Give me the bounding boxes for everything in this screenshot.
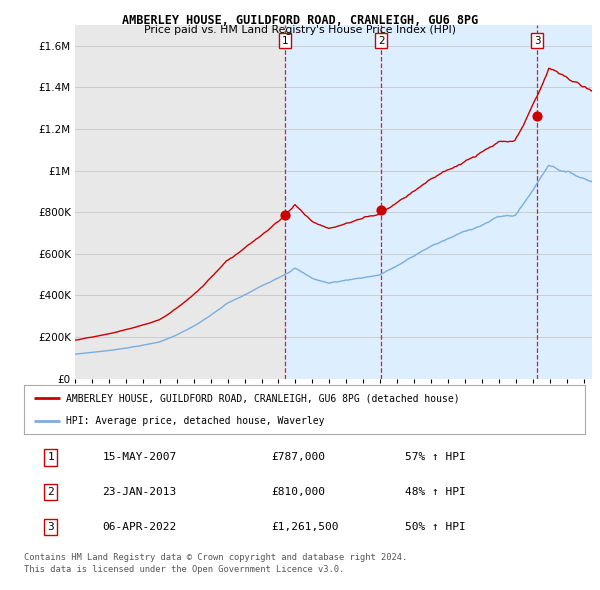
Point (376, 205, 386, 215)
Point (532, 112, 542, 121)
Text: £787,000: £787,000 (271, 453, 325, 463)
Text: 2: 2 (378, 36, 385, 45)
Text: AMBERLEY HOUSE, GUILDFORD ROAD, CRANLEIGH, GU6 8PG: AMBERLEY HOUSE, GUILDFORD ROAD, CRANLEIG… (122, 14, 478, 27)
Bar (381, 25, 537, 379)
Text: £1,261,500: £1,261,500 (271, 522, 338, 532)
Point (280, 210, 290, 219)
Bar (537, 25, 592, 379)
Text: 15-MAY-2007: 15-MAY-2007 (103, 453, 177, 463)
Text: 1: 1 (47, 453, 55, 463)
Text: Price paid vs. HM Land Registry's House Price Index (HPI): Price paid vs. HM Land Registry's House … (144, 25, 456, 35)
Text: 57% ↑ HPI: 57% ↑ HPI (406, 453, 466, 463)
Text: 2: 2 (47, 487, 55, 497)
Bar (285, 25, 381, 379)
Text: 3: 3 (534, 36, 541, 45)
Text: 23-JAN-2013: 23-JAN-2013 (103, 487, 177, 497)
Text: 48% ↑ HPI: 48% ↑ HPI (406, 487, 466, 497)
Text: 1: 1 (281, 36, 288, 45)
Text: HPI: Average price, detached house, Waverley: HPI: Average price, detached house, Wave… (66, 415, 325, 425)
Text: 50% ↑ HPI: 50% ↑ HPI (406, 522, 466, 532)
Text: This data is licensed under the Open Government Licence v3.0.: This data is licensed under the Open Gov… (24, 565, 344, 573)
Text: 06-APR-2022: 06-APR-2022 (103, 522, 177, 532)
Text: Contains HM Land Registry data © Crown copyright and database right 2024.: Contains HM Land Registry data © Crown c… (24, 553, 407, 562)
Text: AMBERLEY HOUSE, GUILDFORD ROAD, CRANLEIGH, GU6 8PG (detached house): AMBERLEY HOUSE, GUILDFORD ROAD, CRANLEIG… (66, 394, 460, 404)
Text: 3: 3 (47, 522, 55, 532)
Text: £810,000: £810,000 (271, 487, 325, 497)
